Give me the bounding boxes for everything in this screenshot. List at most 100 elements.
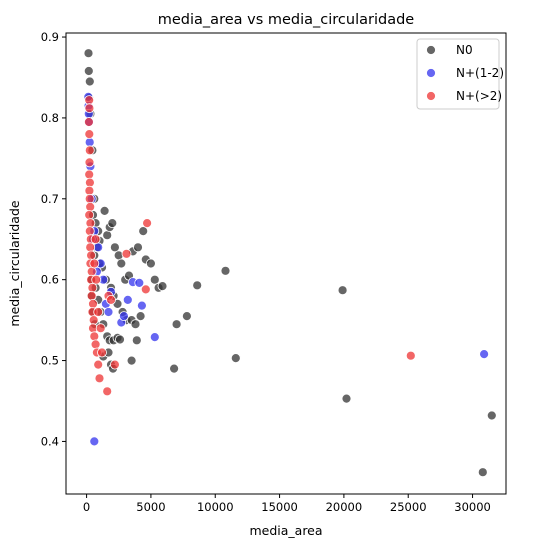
y-tick-label: 0.4 <box>41 434 59 448</box>
data-point <box>84 95 95 105</box>
data-point <box>134 277 145 288</box>
data-point <box>84 169 95 180</box>
legend-marker <box>426 91 436 101</box>
data-point <box>102 230 113 241</box>
y-axis-ticks: 0.4 0.5 0.6 0.7 0.8 0.9 <box>41 30 66 448</box>
data-point <box>130 319 141 330</box>
data-point <box>110 242 120 253</box>
data-point <box>145 258 156 269</box>
data-point <box>88 315 99 326</box>
data-point <box>84 210 95 220</box>
data-point <box>181 311 192 322</box>
data-point <box>131 335 142 346</box>
data-point <box>87 282 98 293</box>
data-point <box>113 250 124 261</box>
data-point <box>149 332 160 343</box>
data-point <box>86 266 97 277</box>
data-point <box>88 298 98 309</box>
data-point <box>86 250 96 261</box>
plot-frame <box>65 32 507 495</box>
x-axis-title: media_area <box>249 523 322 538</box>
data-point <box>135 311 146 322</box>
data-point <box>84 145 95 156</box>
data-point <box>99 205 110 216</box>
legend-marker <box>426 68 436 78</box>
data-point <box>140 284 151 295</box>
data-point <box>133 242 143 253</box>
y-tick-label: 0.7 <box>41 192 59 206</box>
x-tick-label: 30000 <box>454 500 491 514</box>
data-point <box>136 300 147 311</box>
data-point <box>106 294 116 305</box>
series-2 <box>84 95 416 397</box>
y-tick-label: 0.8 <box>41 111 59 125</box>
data-point <box>477 467 488 478</box>
data-point <box>84 226 95 237</box>
data-point <box>83 66 94 76</box>
data-point <box>83 48 94 59</box>
y-axis-title: media_circularidade <box>7 200 22 326</box>
data-point <box>84 103 95 114</box>
chart-title: media_area vs media_circularidade <box>158 12 415 28</box>
data-point <box>103 307 114 317</box>
x-tick-label: 25000 <box>390 500 427 514</box>
data-point <box>84 117 94 127</box>
data-point <box>337 285 348 296</box>
data-point <box>479 349 490 360</box>
data-point <box>102 386 113 397</box>
data-point <box>84 185 95 196</box>
data-point <box>149 274 160 285</box>
data-point <box>93 307 104 317</box>
data-point <box>95 323 106 334</box>
data-point <box>138 226 149 237</box>
legend-label: N0 <box>456 43 473 57</box>
data-point <box>405 350 416 361</box>
legend-box <box>416 38 500 110</box>
data-point <box>85 177 95 188</box>
x-tick-label: 5000 <box>136 500 165 514</box>
data-point <box>84 137 95 148</box>
data-point <box>84 76 95 87</box>
series-0 <box>83 48 497 478</box>
data-point <box>91 274 102 285</box>
legend-label: N+(>2) <box>456 89 502 103</box>
data-point <box>89 436 100 447</box>
x-axis-ticks: 0 5000 10000 15000 20000 25000 30000 <box>83 494 491 514</box>
data-point <box>116 258 127 269</box>
data-point <box>90 234 101 245</box>
data-point <box>84 157 95 168</box>
y-tick-label: 0.6 <box>41 273 59 287</box>
x-tick-label: 20000 <box>326 500 363 514</box>
data-point <box>230 353 241 364</box>
data-point <box>119 311 129 322</box>
data-point <box>115 334 125 345</box>
y-tick-label: 0.5 <box>41 354 59 368</box>
data-point <box>84 129 95 140</box>
x-tick-label: 15000 <box>261 500 298 514</box>
x-tick-label: 0 <box>83 500 90 514</box>
data-point <box>220 265 231 276</box>
data-point <box>341 393 352 404</box>
data-point <box>85 201 96 212</box>
series-1 <box>83 92 490 447</box>
data-point <box>107 218 118 229</box>
data-point <box>90 339 101 350</box>
legend-marker <box>426 45 436 55</box>
data-point <box>122 294 133 305</box>
y-tick-label: 0.9 <box>41 30 59 44</box>
data-point <box>97 347 107 358</box>
data-point <box>84 193 95 204</box>
data-point <box>121 248 132 259</box>
data-point <box>86 290 97 301</box>
data-point <box>142 218 153 229</box>
data-point <box>192 280 203 291</box>
x-tick-label: 10000 <box>197 500 234 514</box>
data-point <box>486 410 497 421</box>
data-point <box>93 359 104 370</box>
data-point <box>89 258 100 269</box>
legend-label: N+(1-2) <box>456 66 504 80</box>
data-point <box>94 373 105 384</box>
data-point <box>169 363 180 374</box>
points-layer <box>83 48 497 478</box>
